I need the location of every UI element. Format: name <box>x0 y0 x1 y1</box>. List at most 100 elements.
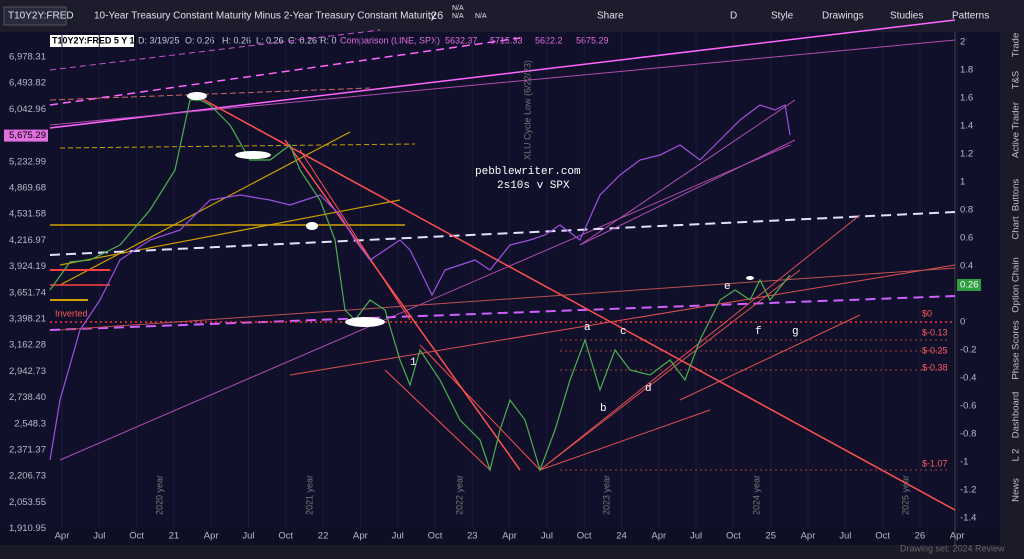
trend-line <box>284 139 521 471</box>
left-tick-label: 2,548.3 <box>14 418 46 429</box>
left-tick-label: 6,042.96 <box>9 104 46 115</box>
left-tick-label: 5,232.99 <box>9 156 46 167</box>
button[interactable]: Style <box>771 11 794 22</box>
marker <box>746 276 754 280</box>
drawings <box>49 19 958 528</box>
x-tick-label: Apr <box>204 531 219 542</box>
year-label: 2022 year <box>454 475 464 515</box>
trend-line <box>49 295 956 331</box>
level-label: $-0.13 <box>922 327 948 337</box>
trend-line <box>539 269 801 471</box>
x-tick-label: 26 <box>915 531 926 542</box>
button[interactable]: Share <box>597 11 624 22</box>
x-tick-label: Apr <box>801 531 816 542</box>
left-tick-label: 2,371.37 <box>9 445 46 456</box>
header-field: C: 0.26 <box>288 35 317 45</box>
trend-line <box>539 409 711 471</box>
button[interactable]: Patterns <box>952 11 989 22</box>
status-bar <box>0 545 1000 559</box>
level-label: $0 <box>922 308 932 318</box>
trend-line <box>59 144 791 461</box>
yield-line <box>49 99 791 473</box>
left-tick-label: 3,162.28 <box>9 340 46 351</box>
subtitle-label: 2s10s v SPX <box>497 180 570 192</box>
header-field: R: 0 <box>320 35 337 45</box>
sidebar-tab[interactable]: Trade <box>1011 33 1022 57</box>
symbol-box[interactable] <box>3 6 67 26</box>
x-tick-label: Apr <box>950 531 965 542</box>
header-title: T10Y2Y:FRED 5 Y 1D <box>52 35 142 45</box>
left-tick-label: 4,531.58 <box>9 209 46 220</box>
header-field: D: 3/19/25 <box>138 35 180 45</box>
right-tick-label: 0.8 <box>960 205 973 216</box>
point-label: 1 <box>410 357 417 369</box>
sidebar-tab[interactable]: Active Trader <box>1011 102 1022 158</box>
right-tick-label: 0.4 <box>960 261 973 272</box>
right-tick-label: -1.2 <box>960 485 976 496</box>
x-tick-label: Jul <box>541 531 553 542</box>
sidebar-tab[interactable]: Option Chain <box>1011 257 1022 312</box>
left-tick-label: 2,738.40 <box>9 392 46 403</box>
marker <box>187 92 207 100</box>
trend-line <box>384 369 491 471</box>
marker <box>345 317 385 327</box>
left-tick-label: 3,924.19 <box>9 261 46 272</box>
x-tick-label: Apr <box>502 531 517 542</box>
sidebar-tab[interactable]: T&S <box>1011 71 1022 89</box>
trend-line <box>49 211 956 256</box>
header-field: O: 0.26 <box>185 35 215 45</box>
x-tick-label: Jul <box>392 531 404 542</box>
level-label: $-0.38 <box>922 362 948 372</box>
header-field: H: 0.26 <box>222 35 251 45</box>
right-tick-label: 1.2 <box>960 149 973 160</box>
sidebar-tab[interactable]: Buttons <box>1011 179 1022 211</box>
point-label: b <box>600 403 607 415</box>
sidebar-tab[interactable]: News <box>1011 478 1022 502</box>
year-label: 2024 year <box>751 475 761 515</box>
x-tick-label: Jul <box>242 531 254 542</box>
stat: N/A <box>475 13 487 20</box>
year-label: 2025 year <box>900 475 910 515</box>
cycle-label: XLU Cycle Low (6/22/23) <box>522 60 532 160</box>
left-tick-label: 4,869.68 <box>9 183 46 194</box>
point-label: c <box>620 326 627 338</box>
trend-line <box>59 199 401 266</box>
point-label: a <box>584 322 591 334</box>
symbol: T10Y2Y:FRED <box>8 11 74 22</box>
trend-line <box>49 29 381 71</box>
point-label: f <box>755 326 762 338</box>
trend-line <box>679 314 861 401</box>
trend-line <box>59 267 956 331</box>
left-tick-label: 2,942.73 <box>9 366 46 377</box>
trend-line <box>579 139 796 246</box>
button[interactable]: Studies <box>890 11 923 22</box>
sidebar-tab[interactable]: Dashboard <box>1011 392 1022 438</box>
trend-line <box>539 214 861 471</box>
left-tick-label: 2,206.73 <box>9 471 46 482</box>
inverted-label: Inverted <box>55 308 88 318</box>
left-tick-label: 2,053.55 <box>9 497 46 508</box>
trend-line <box>419 344 541 471</box>
button[interactable]: Drawings <box>822 11 864 22</box>
x-tick-label: Oct <box>875 531 890 542</box>
year-label: 2021 year <box>304 475 314 515</box>
header-box <box>50 35 134 47</box>
right-tick-label: -0.2 <box>960 345 976 356</box>
sidebar-tab[interactable]: L 2 <box>1011 449 1022 462</box>
x-tick-label: Oct <box>726 531 741 542</box>
right-tick-label: -0.6 <box>960 401 976 412</box>
right-tick-label: 0.6 <box>960 233 973 244</box>
header-field: 5675.29 <box>576 35 609 45</box>
x-tick-label: Oct <box>577 531 592 542</box>
trend-line <box>289 264 956 376</box>
x-tick-label: Apr <box>353 531 368 542</box>
right-tick-label: 1.8 <box>960 65 973 76</box>
sidebar-tab[interactable]: Phase Scores <box>1011 320 1022 379</box>
x-tick-label: Oct <box>129 531 144 542</box>
sidebar-tab[interactable]: Chart <box>1011 216 1022 240</box>
trend-line <box>59 143 416 149</box>
button[interactable]: D <box>730 11 737 22</box>
header-field: 5622.2 <box>535 35 563 45</box>
description: 10-Year Treasury Constant Maturity Minus… <box>94 11 436 22</box>
